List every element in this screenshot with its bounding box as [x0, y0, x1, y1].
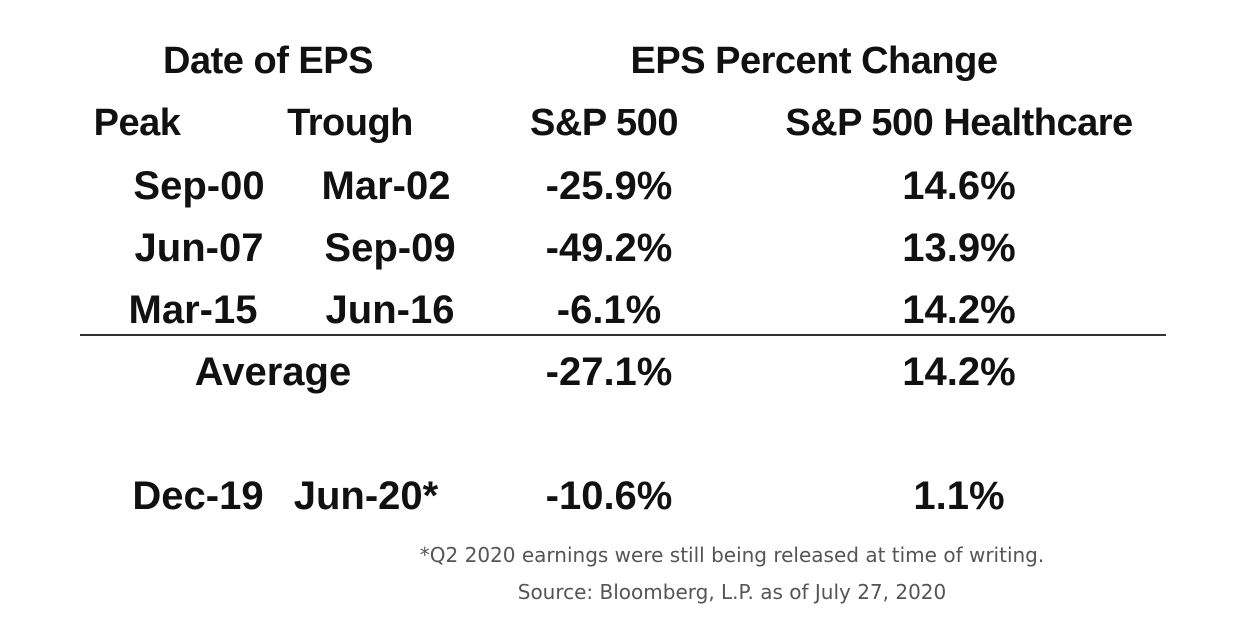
footnote: *Q2 2020 earnings were still being relea…	[419, 543, 1045, 567]
current-peak: Dec-19	[132, 474, 264, 518]
row1-sp500: -25.9%	[545, 164, 673, 208]
row3-healthcare: 14.2%	[902, 288, 1016, 332]
column-header-peak: Peak	[93, 102, 181, 144]
row1-trough: Mar-02	[321, 164, 451, 208]
current-sp500: -10.6%	[545, 474, 673, 518]
row1-healthcare: 14.6%	[902, 164, 1016, 208]
current-healthcare: 1.1%	[913, 474, 1005, 518]
row2-trough: Sep-09	[324, 226, 456, 270]
current-trough: Jun-20*	[293, 474, 439, 518]
group-header-date-of-eps: Date of EPS	[163, 40, 373, 82]
table-divider	[80, 334, 1166, 336]
row3-peak: Mar-15	[128, 288, 258, 332]
row1-peak: Sep-00	[133, 164, 265, 208]
column-header-sp500: S&P 500	[530, 102, 678, 144]
row3-trough: Jun-16	[325, 288, 455, 332]
row2-peak: Jun-07	[134, 226, 264, 270]
row2-sp500: -49.2%	[545, 226, 673, 270]
group-header-eps-percent-change: EPS Percent Change	[630, 40, 998, 82]
average-label: Average	[194, 350, 352, 394]
average-healthcare: 14.2%	[902, 350, 1016, 394]
row3-sp500: -6.1%	[556, 288, 662, 332]
column-header-sp500-healthcare: S&P 500 Healthcare	[785, 102, 1133, 144]
source-note: Source: Bloomberg, L.P. as of July 27, 2…	[517, 580, 947, 604]
column-header-trough: Trough	[287, 102, 413, 144]
average-sp500: -27.1%	[545, 350, 673, 394]
row2-healthcare: 13.9%	[902, 226, 1016, 270]
